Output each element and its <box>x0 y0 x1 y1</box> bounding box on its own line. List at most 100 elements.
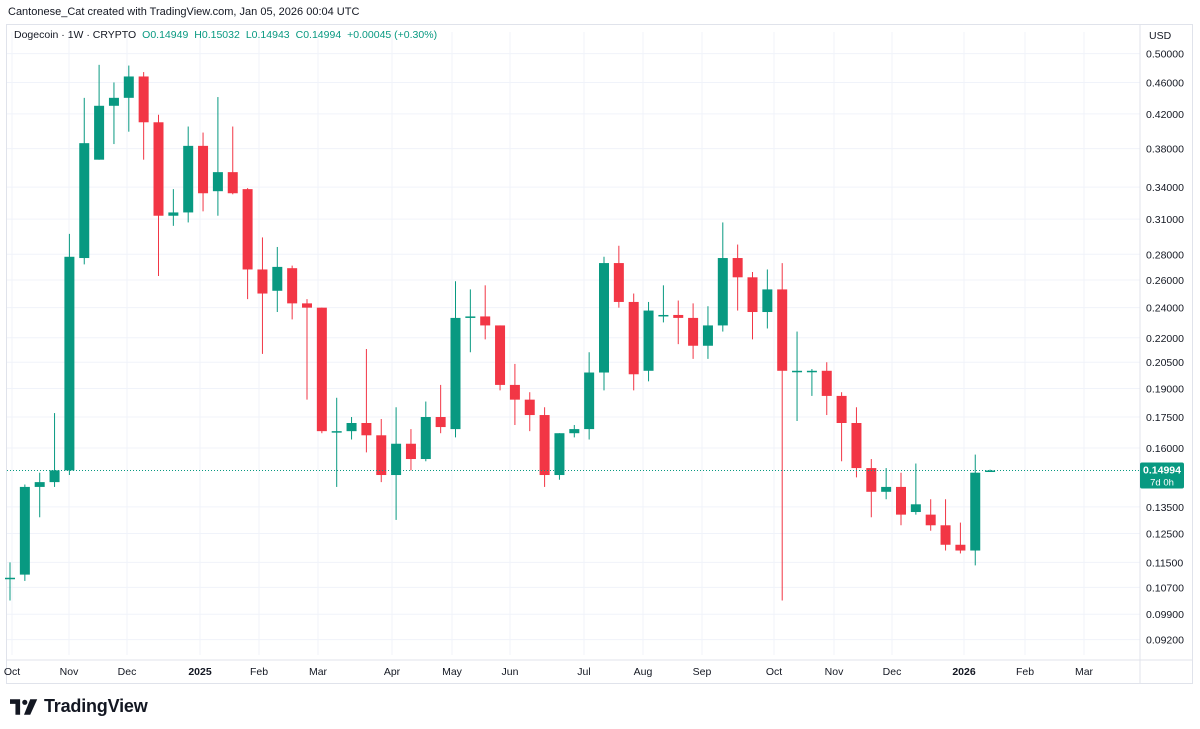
candle-body[interactable] <box>792 370 803 373</box>
candle-body[interactable] <box>19 486 30 575</box>
candle-body[interactable] <box>910 504 921 513</box>
y-tick-label: 0.17500 <box>1146 412 1184 424</box>
candle-body[interactable] <box>866 468 877 492</box>
candle-body[interactable] <box>970 472 981 551</box>
candle-body[interactable] <box>495 325 506 385</box>
candle-body[interactable] <box>539 415 550 476</box>
candle-body[interactable] <box>108 97 119 106</box>
candle-body[interactable] <box>346 422 357 432</box>
candle-body[interactable] <box>881 486 892 492</box>
candle-body[interactable] <box>242 189 253 270</box>
x-tick-label: May <box>442 666 463 678</box>
candle-body[interactable] <box>896 486 906 515</box>
candle-body[interactable] <box>747 277 758 313</box>
y-tick-label: 0.09900 <box>1146 609 1184 621</box>
candle-body[interactable] <box>94 105 105 160</box>
x-tick-label: Aug <box>634 666 653 678</box>
candle-body[interactable] <box>584 372 595 430</box>
candle-body[interactable] <box>64 256 75 471</box>
last-price-label: 0.14994 <box>1143 465 1181 477</box>
candle-body[interactable] <box>79 143 90 259</box>
legend-change: +0.00045 (+0.30%) <box>347 29 438 41</box>
candle-body[interactable] <box>435 417 446 428</box>
candle-body[interactable] <box>450 317 461 430</box>
candle-body[interactable] <box>5 577 15 580</box>
y-tick-label: 0.13500 <box>1146 502 1184 514</box>
candle-body[interactable] <box>643 310 654 371</box>
candle-body[interactable] <box>806 370 817 373</box>
y-tick-label: 0.31000 <box>1146 214 1184 226</box>
chart-attribution: Cantonese_Cat created with TradingView.c… <box>8 6 360 18</box>
candle-body[interactable] <box>287 268 298 304</box>
candle-body[interactable] <box>198 145 209 194</box>
candle-body[interactable] <box>717 258 728 326</box>
candle-body[interactable] <box>702 325 713 346</box>
y-tick-label: 0.50000 <box>1146 49 1184 61</box>
candle-body[interactable] <box>123 76 134 98</box>
candle-body[interactable] <box>331 431 342 433</box>
candle-body[interactable] <box>183 145 194 213</box>
candle-body[interactable] <box>554 433 565 476</box>
y-tick-label: 0.10700 <box>1146 582 1184 594</box>
candle-body[interactable] <box>227 172 238 194</box>
candle-body[interactable] <box>836 395 847 423</box>
candle-body[interactable] <box>628 301 639 375</box>
candle-body[interactable] <box>762 289 773 313</box>
candle-body[interactable] <box>955 544 966 551</box>
candle-body[interactable] <box>940 525 951 545</box>
legend-low: L0.14943 <box>245 29 290 41</box>
x-tick-label: Feb <box>1016 666 1034 678</box>
y-tick-label: 0.26000 <box>1146 275 1184 287</box>
x-tick-label: 2025 <box>188 666 212 678</box>
candle-body[interactable] <box>509 384 520 400</box>
candle-body[interactable] <box>302 303 312 308</box>
tradingview-brand[interactable]: TradingView <box>10 696 148 717</box>
candle-body[interactable] <box>480 316 491 326</box>
candle-body[interactable] <box>257 269 268 294</box>
x-tick-label: Mar <box>309 666 328 678</box>
legend-symbol[interactable]: Dogecoin · 1W · CRYPTO <box>14 29 137 41</box>
y-tick-label: 0.11500 <box>1146 557 1183 569</box>
candle-body[interactable] <box>465 316 476 318</box>
candle-body[interactable] <box>925 514 936 526</box>
candle-body[interactable] <box>673 314 684 318</box>
candle-body[interactable] <box>569 429 580 434</box>
legend-high: H0.15032 <box>194 29 240 41</box>
candle-body[interactable] <box>376 435 387 476</box>
candle-body[interactable] <box>405 443 416 460</box>
candle-body[interactable] <box>420 417 431 460</box>
x-tick-label: Oct <box>766 666 782 678</box>
candle-body[interactable] <box>316 307 327 432</box>
candle-body[interactable] <box>153 122 164 216</box>
candle-body[interactable] <box>821 370 832 396</box>
x-tick-label: 2026 <box>952 666 976 678</box>
candle-body[interactable] <box>851 422 862 469</box>
candle-body[interactable] <box>777 289 788 371</box>
legend-open: O0.14949 <box>142 29 189 41</box>
candle-body[interactable] <box>212 172 223 192</box>
x-tick-label: Jun <box>502 666 519 678</box>
y-tick-label: 0.20500 <box>1146 357 1184 369</box>
candle-body[interactable] <box>34 482 45 487</box>
candle-body[interactable] <box>168 212 179 216</box>
x-tick-label: Dec <box>883 666 902 678</box>
candle-body[interactable] <box>49 470 60 483</box>
y-tick-label: 0.16000 <box>1146 443 1184 455</box>
candle-body[interactable] <box>985 470 996 473</box>
candle-body[interactable] <box>613 263 624 302</box>
candle-body[interactable] <box>361 422 372 436</box>
candle-body[interactable] <box>524 399 535 416</box>
y-tick-label: 0.34000 <box>1146 182 1184 194</box>
candle-body[interactable] <box>138 76 149 123</box>
x-tick-label: Feb <box>250 666 268 678</box>
tradingview-logo-icon <box>10 698 38 715</box>
candle-body[interactable] <box>599 263 609 373</box>
candle-body[interactable] <box>658 314 669 317</box>
candle-body[interactable] <box>732 258 743 278</box>
candle-body[interactable] <box>391 443 402 476</box>
candle-body[interactable] <box>688 317 699 346</box>
last-price-badge <box>1140 462 1184 489</box>
candle-body[interactable] <box>272 266 283 291</box>
y-tick-label: 0.38000 <box>1146 144 1184 156</box>
